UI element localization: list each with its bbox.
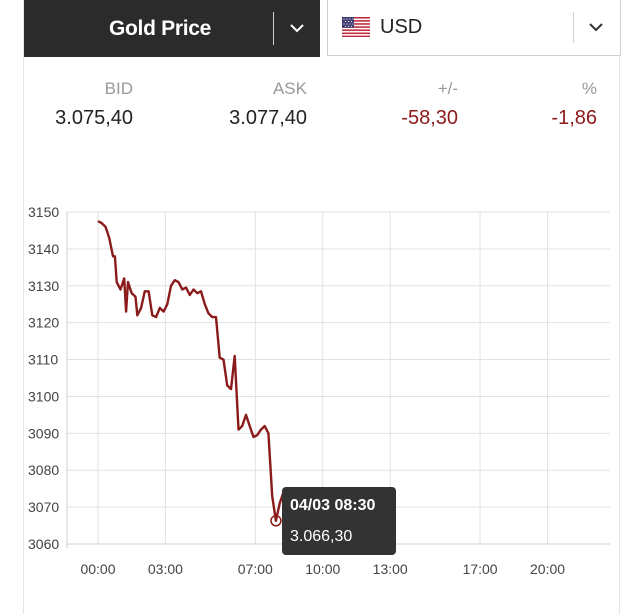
x-tick-label: 03:00 [148,561,183,577]
currency-dropdown-divider [573,12,574,43]
right-frame-border [619,0,620,614]
y-tick-label: 3080 [28,462,59,478]
x-tick-label: 13:00 [373,561,408,577]
y-tick-label: 3110 [28,352,58,368]
currency-dropdown-label: USD [380,16,423,38]
chevron-down-icon [287,18,307,38]
bid-header: BID [104,79,133,98]
hover-point-marker [270,515,282,527]
change-value: -58,30 [401,107,458,129]
price-chart[interactable]: 3150 3140 3130 3120 3110 3100 3090 3080 3070 3060… [0,195,640,595]
chevron-down-icon [586,17,606,37]
y-tick-label: 3140 [28,241,59,257]
left-frame-border [23,0,24,614]
ask-value: 3.077,40 [229,107,307,129]
y-tick-label: 3150 [28,204,59,220]
x-tick-label: 00:00 [80,561,115,577]
y-tick-label: 3090 [28,425,59,441]
percent-value: -1,86 [551,107,597,129]
x-tick-label: 10:00 [305,561,340,577]
metal-dropdown-label: Gold Price [108,16,212,40]
x-tick-label: 07:00 [238,561,273,577]
price-series-line [97,220,290,522]
us-flag-icon [342,17,370,37]
y-tick-label: 3130 [28,278,59,294]
percent-header: % [581,79,597,98]
metal-dropdown[interactable]: Gold Price [24,0,320,57]
tooltip-value: 3.066,30 [290,528,353,545]
metal-dropdown-divider [273,12,274,45]
change-header: +/- [437,79,458,98]
ask-header: ASK [272,79,307,98]
tooltip-date: 04/03 08:30 [290,497,376,514]
x-tick-label: 17:00 [463,561,498,577]
currency-dropdown[interactable]: USD [327,0,621,56]
chart-tooltip: 04/03 08:30 3.066,30 [282,487,396,555]
y-tick-label: 3060 [28,536,59,552]
y-tick-label: 3100 [28,388,59,404]
bid-value: 3.075,40 [55,107,133,129]
y-tick-label: 3070 [28,499,59,515]
x-tick-label: 20:00 [530,561,565,577]
y-tick-label: 3120 [28,315,59,331]
